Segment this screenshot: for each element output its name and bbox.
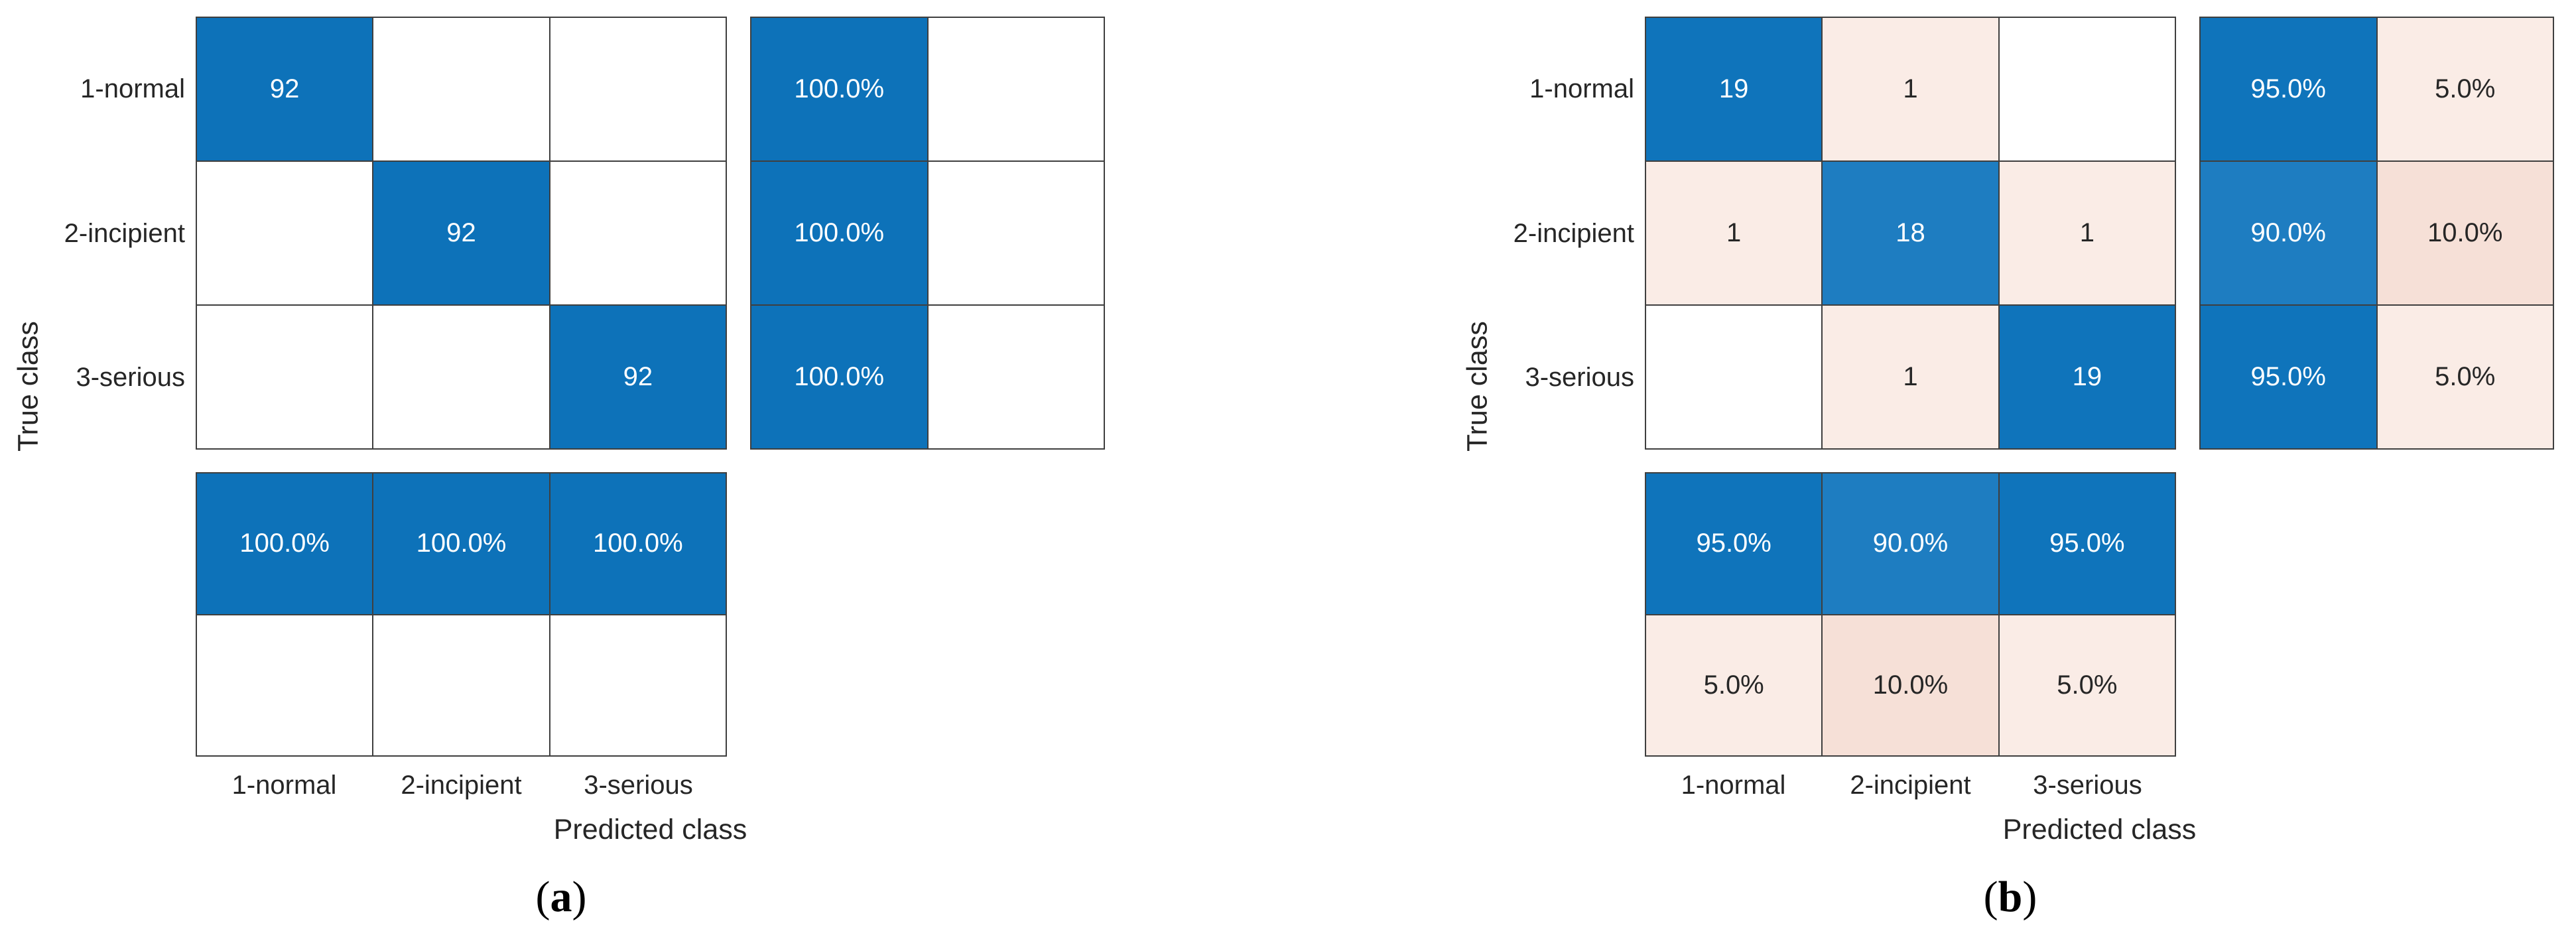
row-summary-cell: 10.0% [2376,161,2553,305]
matrix-cell: 18 [1822,161,1999,305]
confusion-grid: 19 1 1 18 1 1 19 [1645,17,2176,450]
subfigure-caption-b: (b) [1449,861,2571,934]
column-summary-grid: 100.0% 100.0% 100.0% [196,472,727,757]
matrix-cell [549,161,726,305]
row-summary-grid: 95.0% 5.0% 90.0% 10.0% 95.0% 5.0% [2199,17,2554,450]
column-summary-cell: 90.0% [1822,473,1999,615]
column-summary-cell [373,614,550,756]
matrix-cell [373,305,550,449]
row-summary-grid: 100.0% 100.0% 100.0% [750,17,1105,450]
matrix-cell [373,17,550,161]
column-summary-cell [549,614,726,756]
column-summary-cell: 10.0% [1822,614,1999,756]
y-tick-label: 2-incipient [64,218,185,248]
matrix-cell [196,161,373,305]
matrix-cell: 92 [196,17,373,161]
matrix-cell: 19 [1998,305,2175,449]
x-tick-label: 1-normal [231,770,337,800]
confusion-matrix-b: True class 1-normal 2-incipient 3-seriou… [1449,0,2576,941]
x-tick-label: 2-incipient [401,770,522,800]
x-tick-label: 3-serious [584,770,693,800]
caption-paren: ( [535,873,550,921]
column-summary-cell: 95.0% [1998,473,2175,615]
column-summary-cell: 100.0% [549,473,726,615]
row-summary-cell: 5.0% [2376,17,2553,161]
column-summary-cell [196,614,373,756]
caption-letter: a [550,873,572,921]
subfigure-caption-a: (a) [0,861,1122,934]
caption-paren: ) [2022,873,2037,921]
matrix-cell: 92 [373,161,550,305]
column-summary-cell: 100.0% [373,473,550,615]
matrix-cell: 92 [549,305,726,449]
column-summary-cell: 100.0% [196,473,373,615]
row-summary-cell: 5.0% [2376,305,2553,449]
confusion-matrix-a: True class 1-normal 2-incipient 3-seriou… [0,0,1230,941]
matrix-cell: 1 [1645,161,1823,305]
x-tick-label: 2-incipient [1850,770,1971,800]
row-summary-cell [927,161,1104,305]
row-summary-cell: 100.0% [751,161,928,305]
caption-paren: ) [572,873,587,921]
y-tick-label: 3-serious [1525,362,1634,392]
x-axis-label: Predicted class [553,813,747,846]
x-tick-label: 3-serious [2033,770,2142,800]
row-summary-cell: 100.0% [751,305,928,449]
row-summary-cell: 95.0% [2200,17,2377,161]
matrix-cell [1645,305,1823,449]
row-summary-cell: 90.0% [2200,161,2377,305]
caption-paren: ( [1983,873,1998,921]
matrix-cell: 1 [1998,161,2175,305]
matrix-cell [1998,17,2175,161]
matrix-cell: 1 [1822,17,1999,161]
y-tick-label: 1-normal [1529,74,1634,103]
row-summary-cell [927,305,1104,449]
matrix-cell [196,305,373,449]
row-summary-cell: 95.0% [2200,305,2377,449]
y-tick-label: 3-serious [76,362,185,392]
column-summary-cell: 95.0% [1645,473,1823,615]
matrix-cell: 19 [1645,17,1823,161]
y-tick-label: 1-normal [80,74,185,103]
row-summary-cell: 100.0% [751,17,928,161]
confusion-grid: 92 92 92 [196,17,727,450]
matrix-cell [549,17,726,161]
matrix-cell: 1 [1822,305,1999,449]
x-tick-label: 1-normal [1681,770,1786,800]
x-axis-label: Predicted class [2002,813,2197,846]
column-summary-cell: 5.0% [1645,614,1823,756]
column-summary-grid: 95.0% 90.0% 95.0% 5.0% 10.0% 5.0% [1645,472,2176,757]
caption-letter: b [1998,873,2023,921]
row-summary-cell [927,17,1104,161]
y-tick-label: 2-incipient [1513,218,1634,248]
column-summary-cell: 5.0% [1998,614,2175,756]
